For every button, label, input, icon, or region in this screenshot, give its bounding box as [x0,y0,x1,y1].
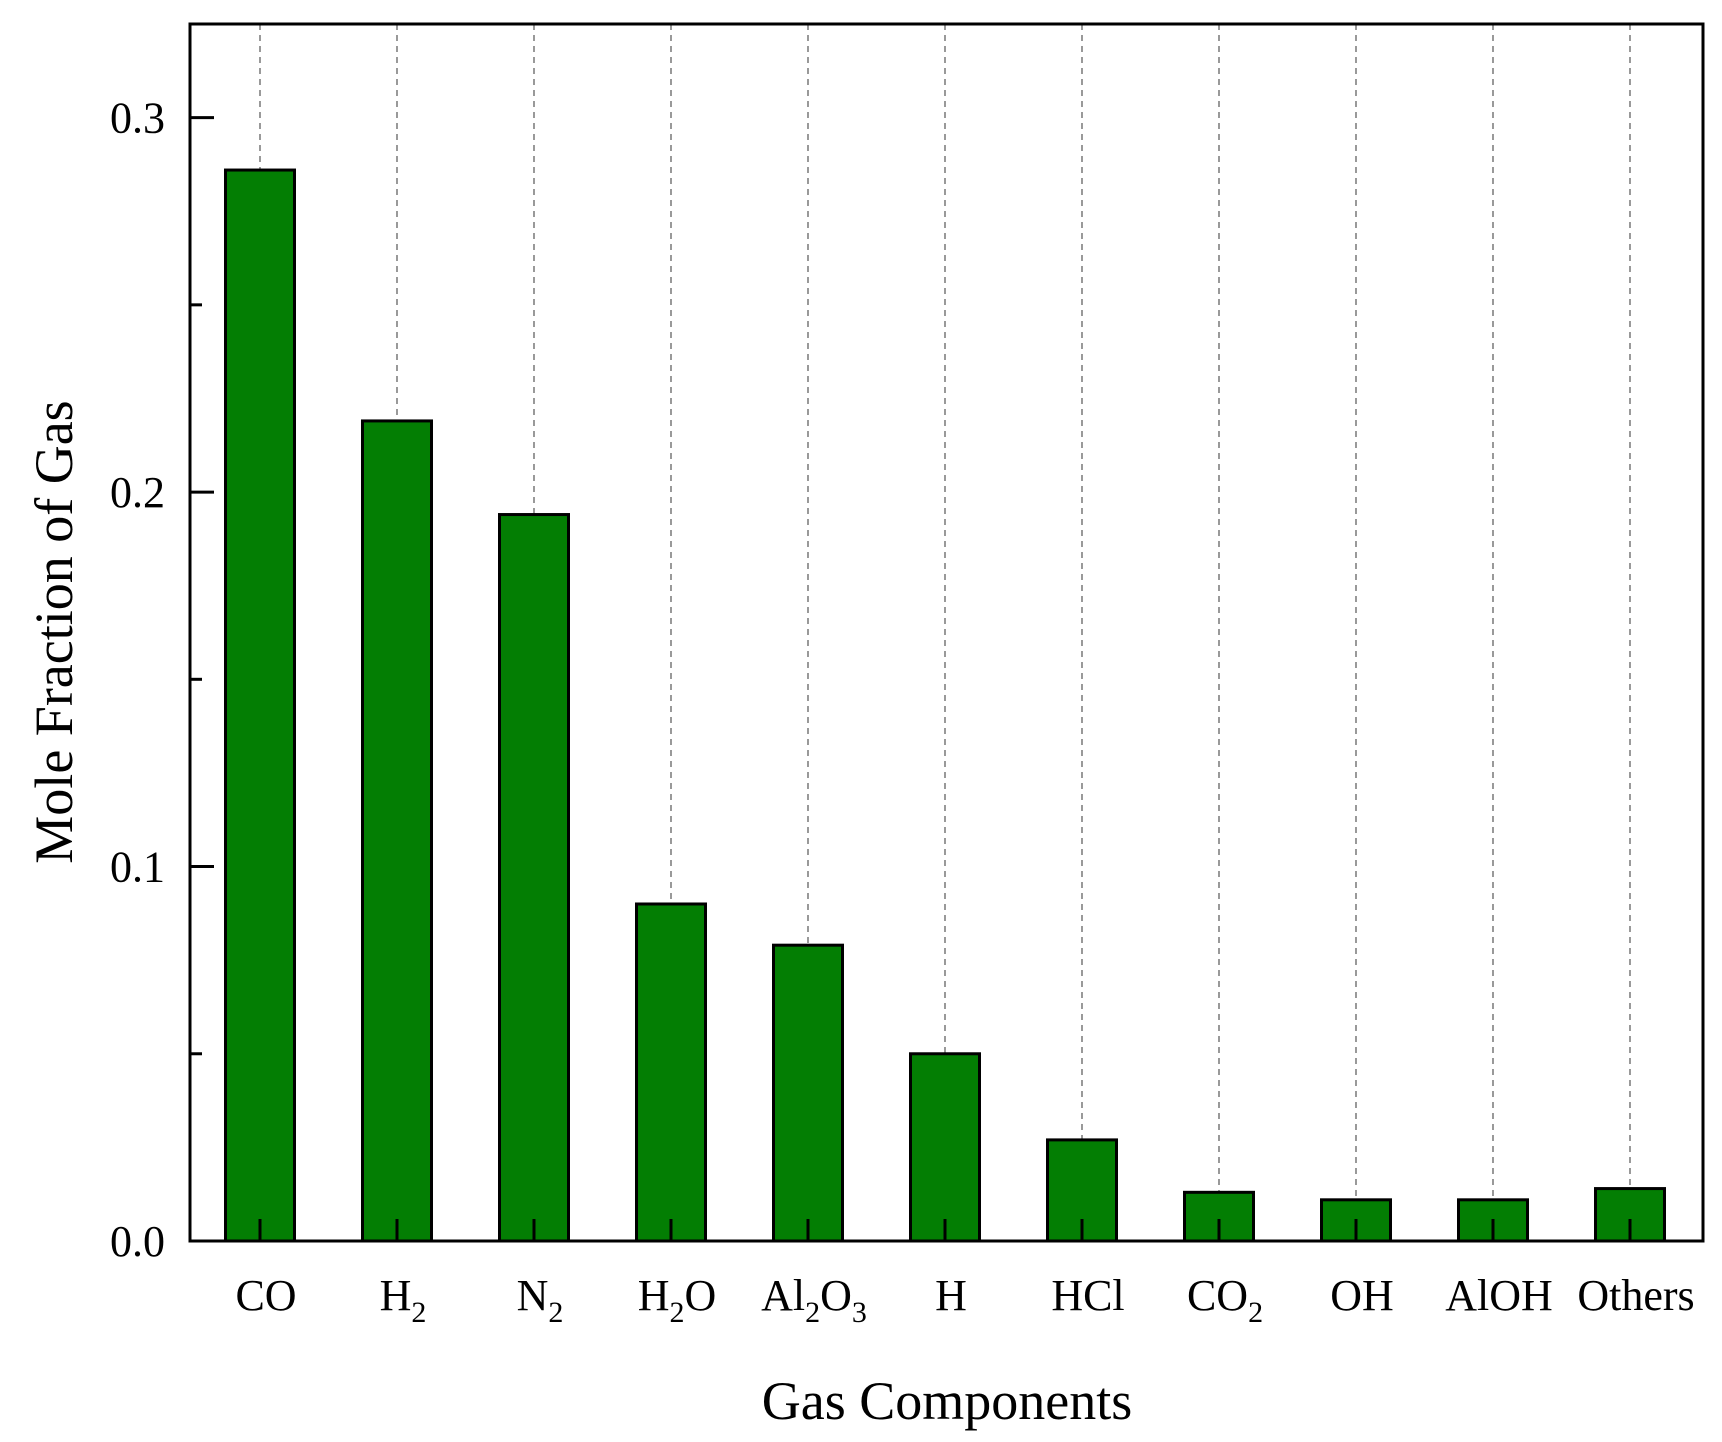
bars [224,168,1666,1243]
x-tick-label: H2O [638,1271,717,1329]
x-tick-label: OH [1330,1271,1394,1320]
axis-ticks [190,116,1632,1241]
bar-h2o [635,902,707,1243]
x-tick-label: AlOH [1445,1271,1553,1320]
x-tick-labels: CO H2 N2 H2O Al2O3 H HCl CO2 OH AlOH Others [235,1271,1694,1329]
x-tick-label: H [935,1271,967,1320]
x-tick-label: CO2 [1187,1271,1263,1329]
y-tick-label: 0.2 [110,468,165,517]
category-guides [259,24,1631,1200]
y-tick-label: 0.3 [110,94,165,143]
y-tick-label: 0.0 [110,1217,165,1266]
y-axis-title: Mole Fraction of Gas [24,400,84,863]
x-tick-label: HCl [1051,1271,1124,1320]
x-tick-label: H2 [380,1271,427,1329]
plot-frame [188,22,1705,1243]
x-axis-title: Gas Components [762,1371,1133,1431]
bar-al2o3 [772,943,844,1243]
y-tick-label: 0.1 [110,843,165,892]
bar-n2 [498,513,570,1243]
bar-h2 [361,419,433,1243]
x-tick-label: Others [1577,1271,1694,1320]
bar-h [909,1052,981,1243]
x-tick-label: Al2O3 [761,1271,867,1329]
y-tick-labels: 0.0 0.1 0.2 0.3 [110,94,165,1266]
bar-co [224,168,296,1243]
x-tick-label: CO [235,1271,296,1320]
x-tick-label: N2 [517,1271,564,1329]
